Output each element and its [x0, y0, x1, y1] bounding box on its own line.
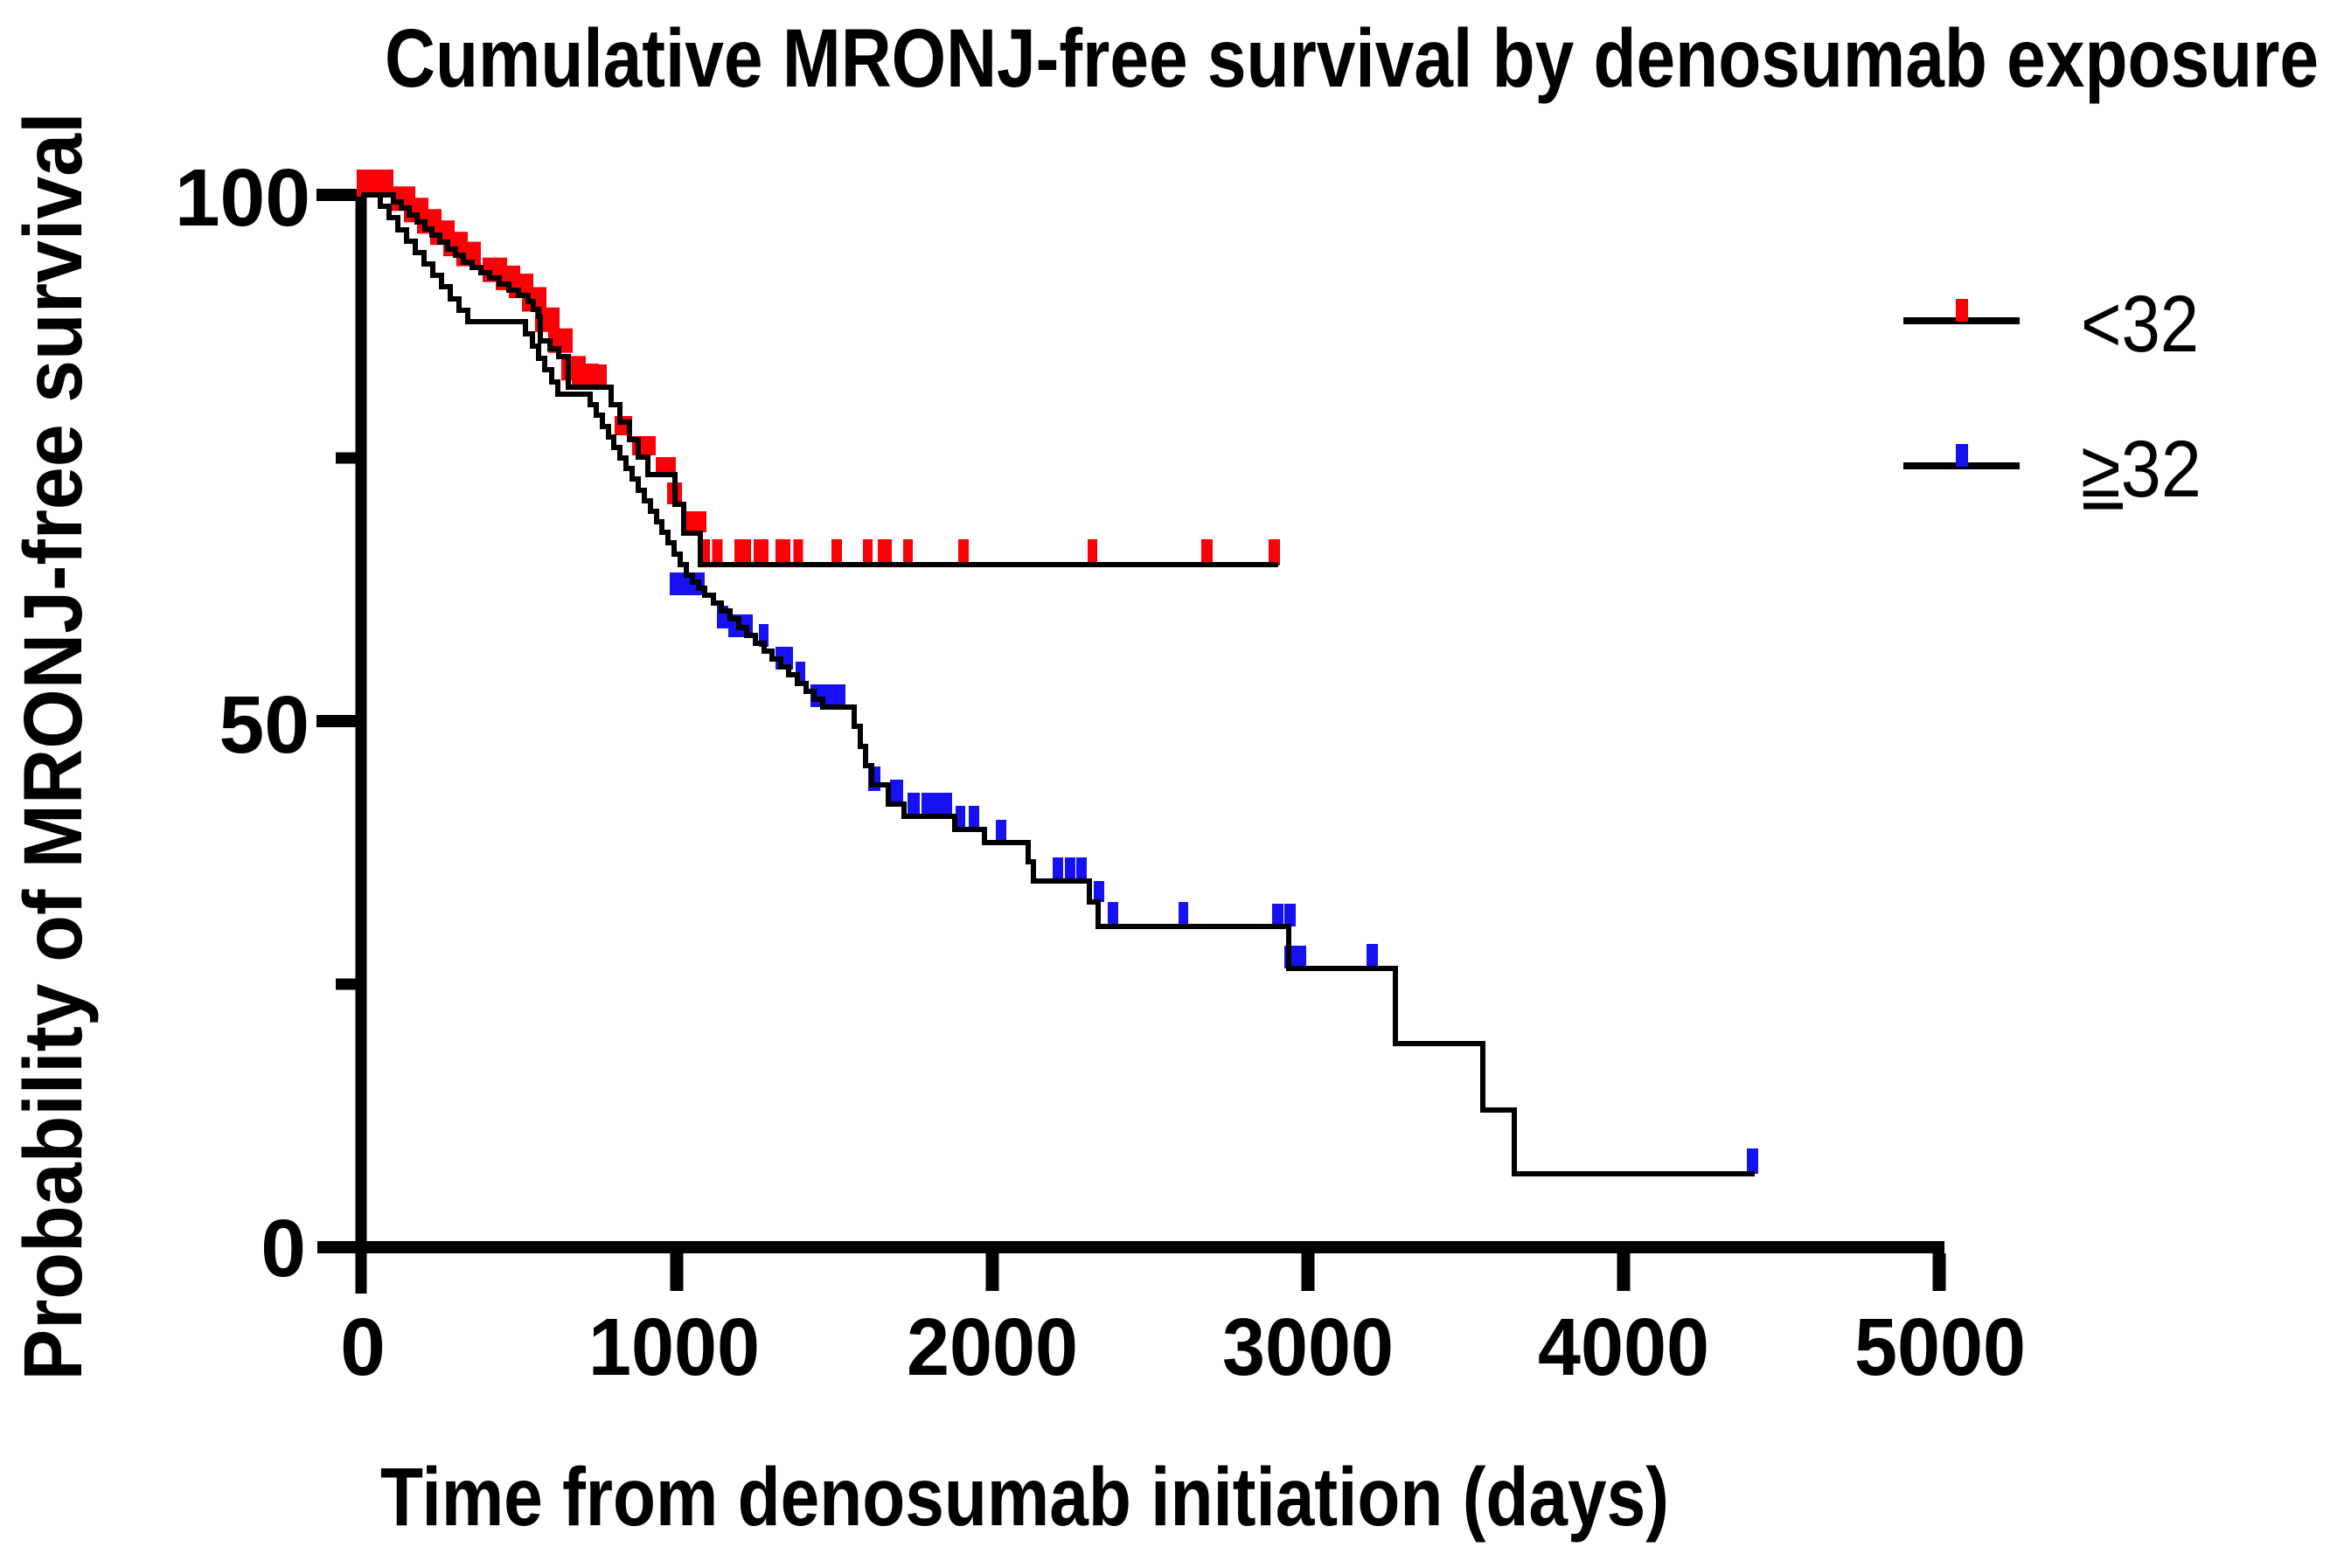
svg-text:0: 0 [261, 1203, 306, 1294]
svg-text:Probability of MRONJ-free surv: Probability of MRONJ-free survival [7, 113, 100, 1381]
svg-text:Time from denosumab initiation: Time from denosumab initiation (days) [380, 1451, 1669, 1544]
svg-text:100: 100 [175, 152, 310, 243]
svg-text:5000: 5000 [1854, 1301, 2026, 1392]
svg-text:4000: 4000 [1538, 1301, 1709, 1392]
svg-text:3000: 3000 [1222, 1301, 1394, 1392]
svg-text:2000: 2000 [907, 1301, 1078, 1392]
svg-text:≥32: ≥32 [2081, 425, 2201, 514]
svg-text:50: 50 [219, 679, 310, 770]
svg-text:Cumulative MRONJ-free survival: Cumulative MRONJ-free survival by denosu… [385, 12, 2319, 105]
svg-text:1000: 1000 [588, 1301, 760, 1392]
svg-text:0: 0 [340, 1301, 386, 1392]
svg-text:<32: <32 [2081, 280, 2199, 369]
